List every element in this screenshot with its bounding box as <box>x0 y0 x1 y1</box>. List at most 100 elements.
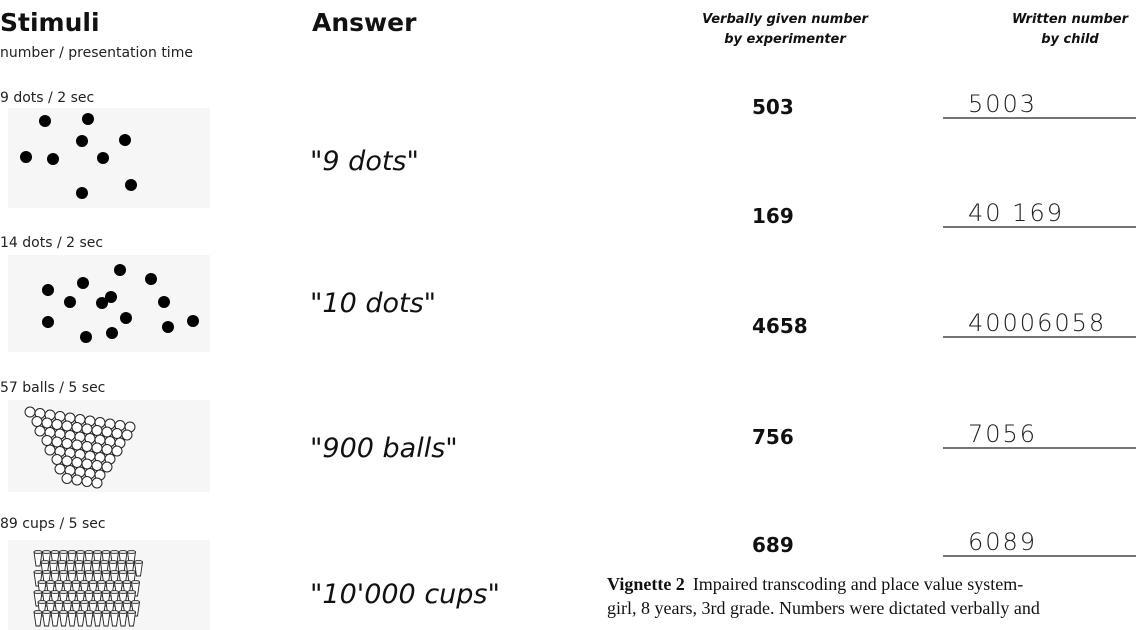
cup-rim <box>43 590 51 593</box>
cup-rim <box>111 570 119 573</box>
cup-rim <box>75 560 83 563</box>
cup-rim <box>60 570 68 573</box>
ball <box>122 430 132 440</box>
cup-rim <box>94 550 102 553</box>
cup-rim <box>51 550 59 553</box>
column-header: by experimenter <box>724 32 847 47</box>
given-number: 756 <box>752 425 794 449</box>
given-number: 169 <box>752 204 794 228</box>
stimulus-label: 14 dots / 2 sec <box>0 235 103 251</box>
cup-rim <box>111 590 119 593</box>
cup-rim <box>128 570 136 573</box>
ball <box>42 418 52 428</box>
page: {"stimuli": {"title": "Stimuli", "subtit… <box>0 0 1136 630</box>
cup-rim <box>128 590 136 593</box>
cup-rim <box>102 570 110 573</box>
cup-rim <box>68 610 76 613</box>
cup-rim <box>34 610 42 613</box>
cup-rim <box>123 580 131 583</box>
cup-rim <box>77 610 85 613</box>
cup-rim <box>119 610 127 613</box>
ball <box>92 426 102 436</box>
ball <box>82 477 92 487</box>
answer: "9 dots" <box>310 146 419 177</box>
ball <box>32 417 42 427</box>
cup-rim <box>38 600 46 603</box>
written-number: 40006058 <box>968 309 1106 337</box>
cup-rim <box>115 600 123 603</box>
written-number: 7056 <box>968 420 1037 448</box>
cup-rim <box>132 600 140 603</box>
cup-rim <box>47 580 55 583</box>
cup-rim <box>123 600 131 603</box>
cup-rim <box>119 570 127 573</box>
ball <box>52 437 62 447</box>
cup-rim <box>94 610 102 613</box>
figure: Stimuli number / presentation time Answe… <box>0 0 1136 630</box>
ball <box>55 464 65 474</box>
cup-rim <box>119 590 127 593</box>
ball <box>42 436 52 446</box>
caption-line: girl, 8 years, 3rd grade. Numbers were d… <box>607 598 1040 618</box>
ball <box>25 407 35 417</box>
cup-rim <box>43 570 51 573</box>
cup-rim <box>68 570 76 573</box>
answer: "900 balls" <box>310 433 458 464</box>
cup-rim <box>77 570 85 573</box>
cup-rim <box>43 550 51 553</box>
cup-rim <box>102 590 110 593</box>
stimulus-label: 9 dots / 2 sec <box>0 90 94 106</box>
ball <box>72 475 82 485</box>
cup-rim <box>85 550 93 553</box>
stimuli-title: Stimuli <box>0 8 100 37</box>
cup-rim <box>68 590 76 593</box>
cup-rim <box>55 580 63 583</box>
cup-rim <box>77 550 85 553</box>
cup-rim <box>60 590 68 593</box>
cup-rim <box>60 550 68 553</box>
ball <box>72 423 82 433</box>
ball <box>102 427 112 437</box>
cup-rim <box>111 550 119 553</box>
cup-rim <box>94 570 102 573</box>
cup-rim <box>34 550 42 553</box>
answer: "10'000 cups" <box>310 579 500 610</box>
stimuli-subtitle: number / presentation time <box>0 45 193 61</box>
ball <box>92 461 102 471</box>
cup-rim <box>47 600 55 603</box>
cup-rim <box>135 560 143 563</box>
cup-rim <box>118 560 126 563</box>
cup-rim <box>43 610 51 613</box>
cup-rim <box>58 560 66 563</box>
cup-rim <box>101 560 109 563</box>
given-number: 689 <box>752 533 794 557</box>
stimulus-label: 57 balls / 5 sec <box>0 380 105 396</box>
written-number: 6089 <box>968 528 1037 556</box>
cup-rim <box>51 590 59 593</box>
cup-rim <box>68 550 76 553</box>
cup-rim <box>85 610 93 613</box>
cup-rim <box>51 570 59 573</box>
ball <box>62 474 72 484</box>
cup-rim <box>92 560 100 563</box>
cup-rim <box>55 600 63 603</box>
cup-rim <box>94 590 102 593</box>
cup-rim <box>128 550 136 553</box>
cup-rim <box>85 590 93 593</box>
column-header: Written number <box>1012 12 1130 27</box>
caption-label: Vignette 2 <box>607 574 685 594</box>
answer-header: Answer <box>312 8 417 37</box>
cup-rim <box>38 580 46 583</box>
ball <box>62 421 72 431</box>
cup-rim <box>64 600 72 603</box>
column-header: by child <box>1041 32 1099 47</box>
cup-rim <box>84 560 92 563</box>
ball <box>82 424 92 434</box>
cup-rim <box>41 560 49 563</box>
ball <box>62 456 72 466</box>
ball <box>35 426 45 436</box>
ball <box>92 443 102 453</box>
cup-rim <box>81 580 89 583</box>
cup-rim <box>85 570 93 573</box>
